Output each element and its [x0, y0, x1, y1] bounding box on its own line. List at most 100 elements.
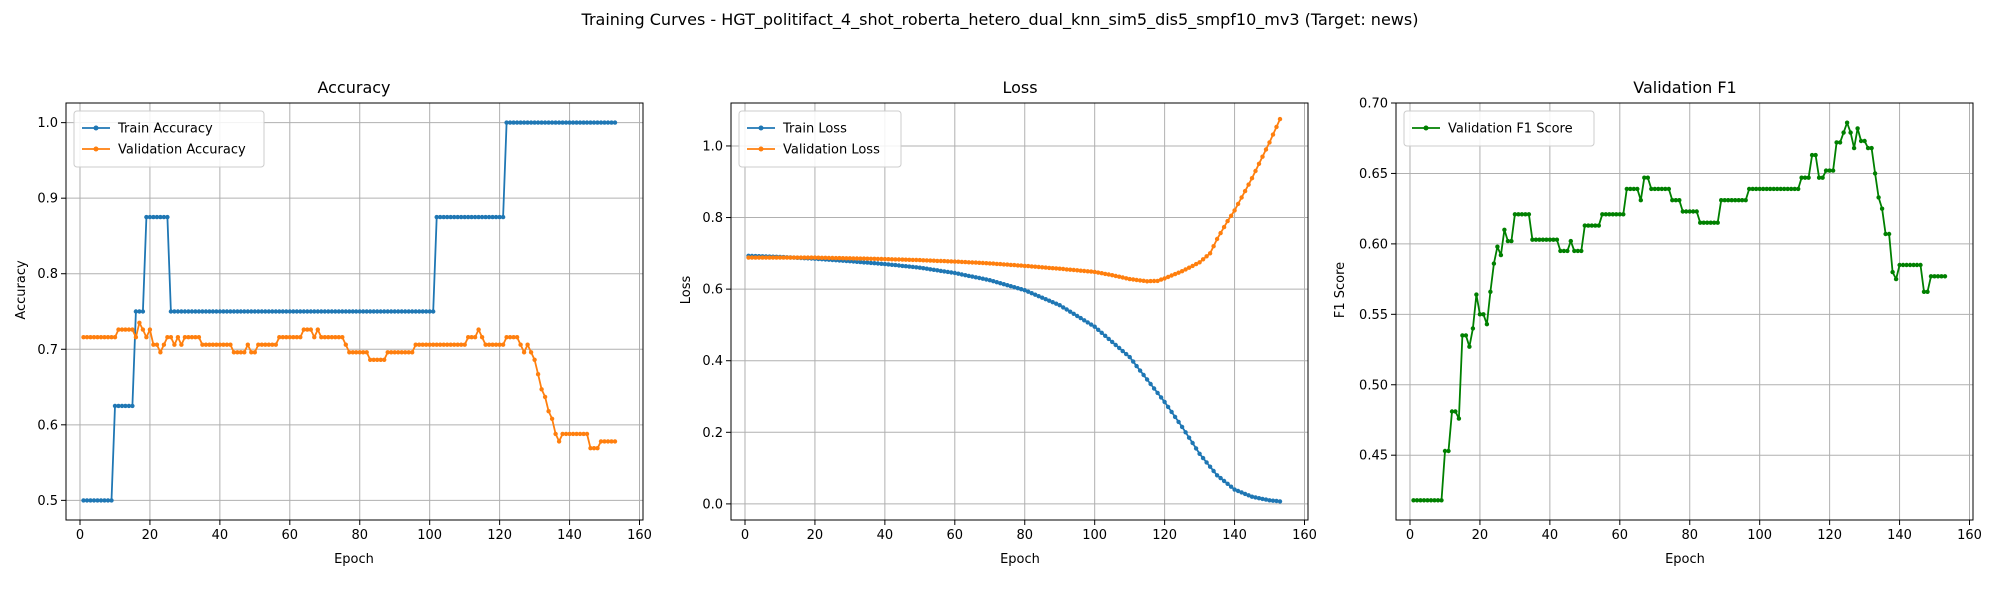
accuracy-data-point	[396, 309, 401, 314]
f1-data-point	[1796, 186, 1801, 192]
loss-axes-frame	[730, 102, 1309, 521]
loss-data-point	[966, 260, 971, 265]
loss-data-point	[980, 276, 985, 281]
loss-data-point	[830, 255, 835, 261]
accuracy-data-point	[102, 498, 107, 503]
f1-data-point	[1768, 186, 1773, 192]
f1-data-point	[1705, 220, 1710, 225]
loss-data-point	[921, 258, 926, 263]
accuracy-data-point	[291, 335, 296, 340]
accuracy-legend-label: Validation Accuracy	[118, 143, 246, 158]
f1-data-point	[1453, 409, 1458, 414]
loss-data-point	[963, 259, 968, 265]
accuracy-data-point	[256, 342, 261, 347]
accuracy-x-tick-label: 100	[417, 528, 442, 543]
accuracy-data-point	[126, 327, 132, 332]
loss-data-point	[1096, 327, 1101, 332]
accuracy-data-point	[326, 335, 331, 340]
accuracy-data-point	[556, 120, 562, 125]
accuracy-data-point	[406, 309, 411, 314]
loss-data-point	[875, 256, 881, 262]
loss-data-point	[1106, 272, 1111, 277]
accuracy-data-point	[305, 327, 310, 332]
accuracy-data-point	[500, 214, 506, 220]
f1-data-point	[1918, 262, 1923, 268]
loss-data-point	[1225, 218, 1230, 224]
loss-data-point	[942, 258, 947, 264]
accuracy-data-point	[427, 309, 432, 314]
accuracy-data-point	[84, 498, 90, 503]
f1-data-point	[1530, 237, 1535, 242]
accuracy-data-point	[472, 335, 478, 340]
loss-x-tick-label: 160	[1292, 528, 1317, 543]
loss-data-point	[910, 257, 915, 263]
loss-data-point	[956, 259, 961, 264]
loss-data-point	[1221, 224, 1227, 230]
loss-data-point	[1124, 276, 1129, 281]
accuracy-data-point	[602, 120, 607, 125]
accuracy-data-point	[242, 309, 247, 314]
accuracy-data-point	[147, 214, 153, 220]
loss-data-point	[1040, 265, 1045, 270]
accuracy-data-point	[273, 309, 278, 314]
accuracy-data-point	[598, 120, 604, 125]
accuracy-data-point	[294, 335, 299, 340]
loss-data-point	[868, 260, 874, 266]
f1-data-point	[1593, 223, 1598, 228]
loss-data-point	[1120, 348, 1125, 354]
loss-x-tick-label: 100	[1082, 528, 1107, 543]
accuracy-legend-label: Train Accuracy	[117, 122, 213, 137]
f1-data-point	[1897, 262, 1902, 268]
loss-data-point	[1137, 278, 1143, 283]
accuracy-data-point	[507, 120, 513, 125]
loss-data-point	[1183, 430, 1188, 435]
accuracy-data-point	[259, 309, 264, 314]
accuracy-data-point	[567, 431, 572, 437]
accuracy-series-1	[81, 320, 618, 451]
f1-legend: Validation F1 Score	[1403, 110, 1595, 147]
accuracy-data-point	[112, 335, 118, 340]
accuracy-data-point	[605, 120, 611, 125]
f1-data-point	[1572, 248, 1577, 254]
loss-data-point	[1246, 182, 1251, 187]
f1-x-tick-label: 80	[1681, 528, 1698, 543]
f1-data-point	[1712, 220, 1717, 225]
loss-data-point	[959, 272, 964, 277]
f1-data-point	[1935, 274, 1941, 279]
accuracy-data-point	[259, 342, 264, 347]
accuracy-data-point	[514, 335, 520, 340]
loss-data-point	[1155, 278, 1160, 284]
loss-data-point	[1026, 289, 1031, 294]
accuracy-data-point	[511, 335, 516, 340]
accuracy-data-point	[308, 309, 313, 314]
accuracy-data-point	[567, 120, 572, 125]
loss-data-point	[984, 277, 989, 282]
f1-data-point	[1502, 227, 1507, 232]
f1-data-point	[1526, 212, 1532, 217]
f1-data-point	[1939, 274, 1944, 279]
accuracy-data-point	[500, 342, 506, 347]
f1-data-point	[1736, 198, 1741, 203]
loss-data-point	[1235, 201, 1241, 207]
f1-data-point	[1449, 409, 1455, 414]
loss-data-point	[833, 255, 839, 261]
loss-data-point	[1148, 278, 1153, 284]
accuracy-data-point	[598, 439, 604, 444]
accuracy-data-point	[161, 342, 167, 347]
accuracy-data-point	[207, 309, 212, 314]
loss-data-point	[1120, 275, 1125, 280]
loss-data-point	[1026, 263, 1031, 269]
loss-data-point	[802, 255, 807, 260]
f1-data-point	[1719, 198, 1724, 203]
loss-data-point	[1260, 496, 1265, 502]
loss-data-point	[935, 268, 940, 273]
loss-data-point	[1190, 263, 1195, 269]
loss-data-point	[1162, 399, 1167, 405]
loss-data-point	[896, 263, 902, 268]
loss-data-point	[1064, 267, 1069, 272]
accuracy-data-point	[382, 357, 387, 362]
loss-data-point	[826, 255, 832, 261]
f1-data-point	[1589, 223, 1595, 228]
f1-data-point	[1537, 237, 1542, 242]
accuracy-data-point	[280, 335, 285, 340]
